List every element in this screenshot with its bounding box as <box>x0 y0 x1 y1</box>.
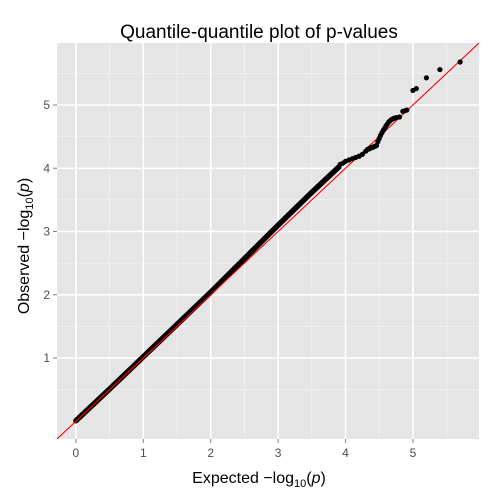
y-tick-label: 1 <box>43 351 50 365</box>
data-points <box>337 59 463 168</box>
y-tick-label: 2 <box>43 288 50 302</box>
x-tick-label: 1 <box>140 446 147 460</box>
x-tick-label: 5 <box>410 446 417 460</box>
major-gridlines <box>57 43 479 439</box>
y-tick-label: 5 <box>43 98 50 112</box>
y-tick-label: 3 <box>43 225 50 239</box>
chart-title: Quantile-quantile plot of p-values <box>120 22 398 43</box>
y-axis-label: Observed −log10(p) <box>16 178 36 314</box>
x-tick-label: 4 <box>342 446 349 460</box>
minor-gridlines <box>57 43 479 439</box>
data-point <box>413 85 419 92</box>
data-point <box>423 75 430 81</box>
y-tick-label: 4 <box>43 161 50 175</box>
x-axis: 0 1 2 3 4 5 <box>73 439 417 460</box>
data-point <box>437 66 443 73</box>
x-axis-label: Expected −log10(p) <box>192 470 326 490</box>
x-tick-label: 0 <box>73 446 80 460</box>
data-point <box>457 59 463 65</box>
data-point <box>359 151 365 157</box>
y-axis: 1 2 3 4 5 <box>43 98 57 365</box>
data-point <box>404 107 410 113</box>
x-tick-label: 2 <box>207 446 214 460</box>
x-tick-label: 3 <box>275 446 282 460</box>
dense-points-band <box>73 164 342 424</box>
data-point <box>396 114 403 120</box>
